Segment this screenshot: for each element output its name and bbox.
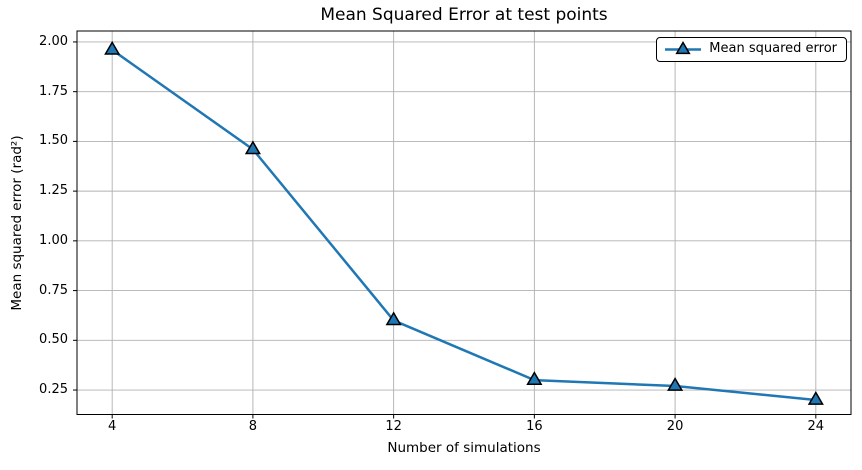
legend-triangle [675, 41, 691, 55]
legend-marker-icon [665, 41, 702, 55]
x-axis-label: Number of simulations [387, 440, 541, 456]
data-point-marker [667, 377, 684, 391]
data-point-marker [104, 40, 121, 55]
data-point-marker [385, 311, 402, 326]
y-tick-label: 1.50 [39, 133, 68, 149]
legend-label: Mean squared error [709, 41, 837, 56]
data-line [111, 48, 816, 402]
x-tick-label: 20 [666, 419, 684, 434]
y-tick-label: 0.25 [39, 382, 68, 398]
y-tick-label: 1.25 [39, 183, 68, 199]
x-tick-label: 24 [807, 419, 825, 434]
y-tick-label: 1.00 [39, 232, 68, 248]
data-point-marker [244, 140, 261, 155]
data-point-marker [526, 371, 543, 385]
data-point-marker [807, 390, 824, 405]
axes-frame [76, 30, 852, 415]
x-tick-label: 12 [385, 419, 402, 434]
x-tick-label: 4 [108, 419, 117, 434]
legend: Mean squared error [656, 37, 847, 62]
chart-title: Mean Squared Error at test points [320, 5, 608, 25]
x-tick-label: 8 [248, 419, 258, 434]
y-tick-label: 0.50 [39, 332, 68, 348]
y-tick-label: 1.75 [39, 83, 68, 99]
y-tick-label: 2.00 [39, 33, 68, 49]
y-tick-label: 0.75 [39, 282, 68, 298]
x-tick-label: 16 [526, 419, 543, 434]
